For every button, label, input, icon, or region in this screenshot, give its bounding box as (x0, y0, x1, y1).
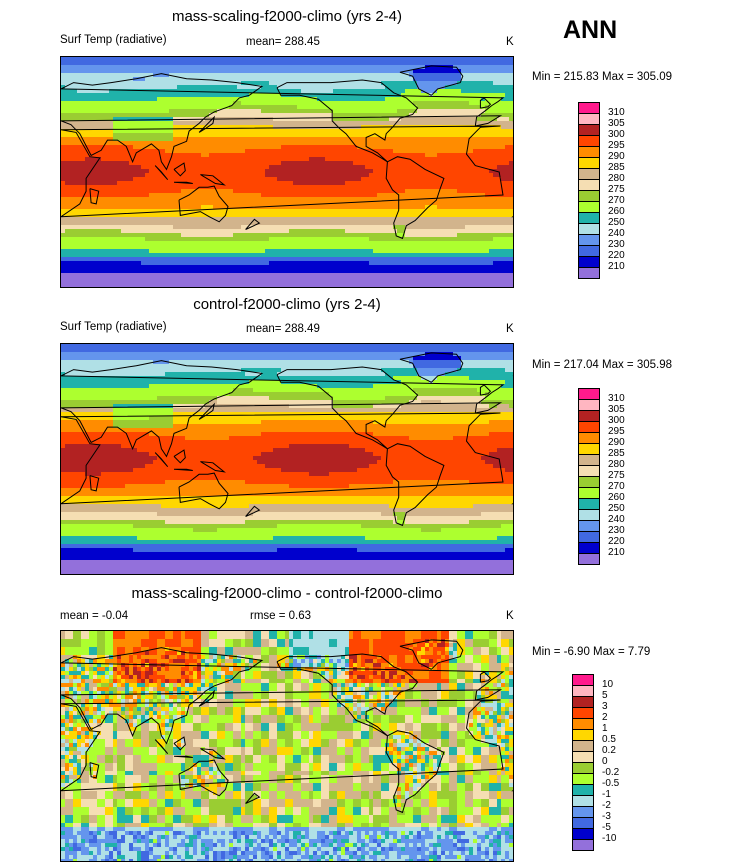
colorbar-tick-label: 280 (608, 173, 625, 184)
colorbar-tick-label: 250 (608, 503, 625, 514)
colorbar-tick-label: -3 (602, 811, 611, 822)
coastlines (61, 65, 513, 240)
colorbar-tick-label: -0.2 (602, 767, 620, 778)
panel-3-title: mass-scaling-f2000-climo - control-f2000… (131, 585, 443, 602)
panel-1-map (60, 56, 514, 288)
panel-2-minmax: Min = 217.04 Max = 305.98 (532, 359, 673, 371)
colorbar-tick-label: 285 (608, 162, 625, 173)
map-field (61, 631, 513, 861)
colorbar-tick-label: 290 (608, 437, 625, 448)
colorbar-swatch (578, 267, 600, 279)
colorbar-tick-label: 310 (608, 107, 625, 118)
map-field (61, 57, 513, 287)
colorbar-swatch (578, 553, 600, 565)
panel-3-minmax: Min = -6.90 Max = 7.79 (532, 646, 651, 658)
colorbar-tick-label: 0.5 (602, 734, 616, 745)
colorbar-tick-label: 270 (608, 481, 625, 492)
colorbar-tick-label: 285 (608, 448, 625, 459)
colorbar-tick-label: 220 (608, 536, 625, 547)
panel-2-variable-label: Surf Temp (radiative) (60, 321, 167, 333)
colorbar-tick-label: 220 (608, 250, 625, 261)
colorbar-tick-label: 275 (608, 184, 625, 195)
colorbar-tick-label: 230 (608, 525, 625, 536)
colorbar-tick-label: 2 (602, 712, 608, 723)
colorbar-tick-label: -2 (602, 800, 611, 811)
colorbar-tick-label: 230 (608, 239, 625, 250)
colorbar-tick-label: 290 (608, 151, 625, 162)
colorbar-tick-label: 210 (608, 547, 625, 558)
colorbar-tick-label: 0.2 (602, 745, 616, 756)
panel-3-units: K (506, 610, 514, 622)
panel-2-mean-label: mean= 288.49 (246, 323, 320, 335)
coastlines (61, 352, 513, 527)
panel-1-variable-label: Surf Temp (radiative) (60, 34, 167, 46)
panel-1-title: mass-scaling-f2000-climo (yrs 2-4) (171, 8, 403, 25)
colorbar-tick-label: 3 (602, 701, 608, 712)
panel-1-minmax: Min = 215.83 Max = 305.09 (532, 71, 673, 83)
colorbar-tick-label: 260 (608, 492, 625, 503)
panel-3-map (60, 630, 514, 862)
colorbar-tick-label: 250 (608, 217, 625, 228)
season-label: ANN (563, 16, 618, 44)
panel-2-units: K (506, 323, 514, 335)
map-field (61, 344, 513, 574)
colorbar-tick-label: -10 (602, 833, 617, 844)
panel-1-units: K (506, 36, 514, 48)
panel-2-map (60, 343, 514, 575)
colorbar-tick-label: 295 (608, 140, 625, 151)
panel-3-mean-label: mean = -0.04 (60, 610, 129, 622)
panel-1-map-svg (61, 57, 513, 287)
colorbar-tick-label: 300 (608, 415, 625, 426)
colorbar-tick-label: 240 (608, 514, 625, 525)
panel-2-map-svg (61, 344, 513, 574)
colorbar-tick-label: 300 (608, 129, 625, 140)
panel-3-map-svg (61, 631, 513, 861)
panel-2-colorbar: 310 305 300 295 290 285 280 275 270 260 250 240 230 2… (578, 388, 638, 566)
colorbar-tick-label: 295 (608, 426, 625, 437)
colorbar-tick-label: 305 (608, 118, 625, 129)
colorbar-tick-label: 280 (608, 459, 625, 470)
colorbar-tick-label: -0.5 (602, 778, 620, 789)
colorbar-tick-label: 5 (602, 690, 608, 701)
colorbar-tick-label: 270 (608, 195, 625, 206)
colorbar-tick-label: 275 (608, 470, 625, 481)
colorbar-tick-label: 305 (608, 404, 625, 415)
colorbar-tick-label: 240 (608, 228, 625, 239)
colorbar-tick-label: -1 (602, 789, 611, 800)
panel-3-colorbar: 10 5 3 2 1 0.5 0.2 0 -0.2 -0.5 -1 -2 -3 -5 -10 (572, 674, 632, 852)
colorbar-swatch (572, 839, 594, 851)
colorbar-tick-label: 1 (602, 723, 608, 734)
colorbar-tick-label: 10 (602, 679, 614, 690)
panel-1-colorbar: 310 305 300 295 290 285 280 275 270 260 250 240 230 2… (578, 102, 638, 280)
panel-2-title: control-f2000-climo (yrs 2-4) (193, 296, 381, 313)
colorbar-tick-label: 0 (602, 756, 608, 767)
colorbar-tick-label: 310 (608, 393, 625, 404)
colorbar-tick-label: -5 (602, 822, 611, 833)
colorbar-tick-label: 260 (608, 206, 625, 217)
coastlines (61, 639, 513, 814)
panel-3-rmse-label: rmse = 0.63 (250, 610, 312, 622)
colorbar-tick-label: 210 (608, 261, 625, 272)
panel-1-mean-label: mean= 288.45 (246, 36, 320, 48)
